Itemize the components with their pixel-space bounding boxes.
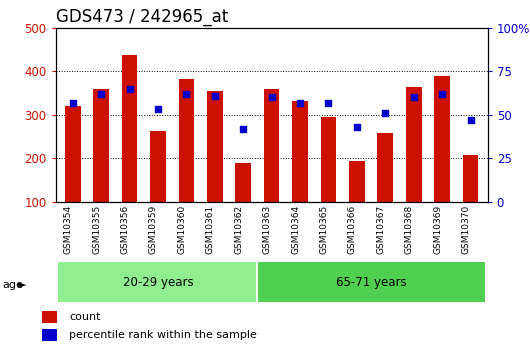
Point — [210, 93, 219, 98]
Text: GSM10365: GSM10365 — [320, 205, 329, 254]
Text: GSM10370: GSM10370 — [462, 205, 471, 254]
Bar — [42, 329, 57, 341]
Text: GSM10363: GSM10363 — [263, 205, 271, 254]
Bar — [434, 76, 450, 202]
Point — [352, 124, 361, 130]
Bar — [349, 161, 365, 202]
Text: GSM10368: GSM10368 — [405, 205, 414, 254]
Point — [466, 117, 475, 123]
Text: GSM10367: GSM10367 — [376, 205, 385, 254]
Point — [239, 126, 248, 131]
Point — [68, 100, 77, 105]
Point — [381, 110, 390, 116]
Point — [182, 91, 191, 97]
Point — [267, 95, 276, 100]
Text: age: age — [3, 280, 23, 289]
Bar — [122, 55, 137, 202]
Text: GSM10362: GSM10362 — [234, 205, 243, 254]
Bar — [258, 262, 485, 302]
Bar — [235, 164, 251, 202]
Text: GSM10369: GSM10369 — [433, 205, 442, 254]
Text: GSM10354: GSM10354 — [64, 205, 73, 254]
Text: 65-71 years: 65-71 years — [336, 276, 407, 288]
Text: GSM10361: GSM10361 — [206, 205, 215, 254]
Point — [296, 100, 304, 105]
Bar — [463, 155, 479, 202]
Bar — [207, 91, 223, 202]
Bar — [58, 262, 258, 302]
Bar — [42, 311, 57, 323]
Text: GSM10366: GSM10366 — [348, 205, 357, 254]
Point — [125, 86, 134, 91]
Text: GDS473 / 242965_at: GDS473 / 242965_at — [56, 8, 228, 26]
Point — [154, 107, 162, 112]
Point — [324, 100, 333, 105]
Bar — [292, 101, 308, 202]
Bar — [377, 134, 393, 202]
Text: GSM10355: GSM10355 — [92, 205, 101, 254]
Text: percentile rank within the sample: percentile rank within the sample — [69, 330, 257, 340]
Bar — [65, 106, 81, 202]
Bar — [264, 89, 279, 202]
Text: GSM10356: GSM10356 — [120, 205, 129, 254]
Bar — [406, 87, 421, 202]
Point — [410, 95, 418, 100]
Text: 20-29 years: 20-29 years — [122, 276, 193, 288]
Bar — [321, 117, 336, 202]
Point — [97, 91, 105, 97]
Bar — [93, 89, 109, 202]
Bar — [179, 79, 194, 202]
Text: GSM10359: GSM10359 — [149, 205, 158, 254]
Text: ►: ► — [17, 280, 26, 289]
Bar — [150, 131, 166, 202]
Text: GSM10360: GSM10360 — [178, 205, 187, 254]
Text: count: count — [69, 312, 101, 322]
Text: GSM10364: GSM10364 — [291, 205, 300, 254]
Point — [438, 91, 446, 97]
